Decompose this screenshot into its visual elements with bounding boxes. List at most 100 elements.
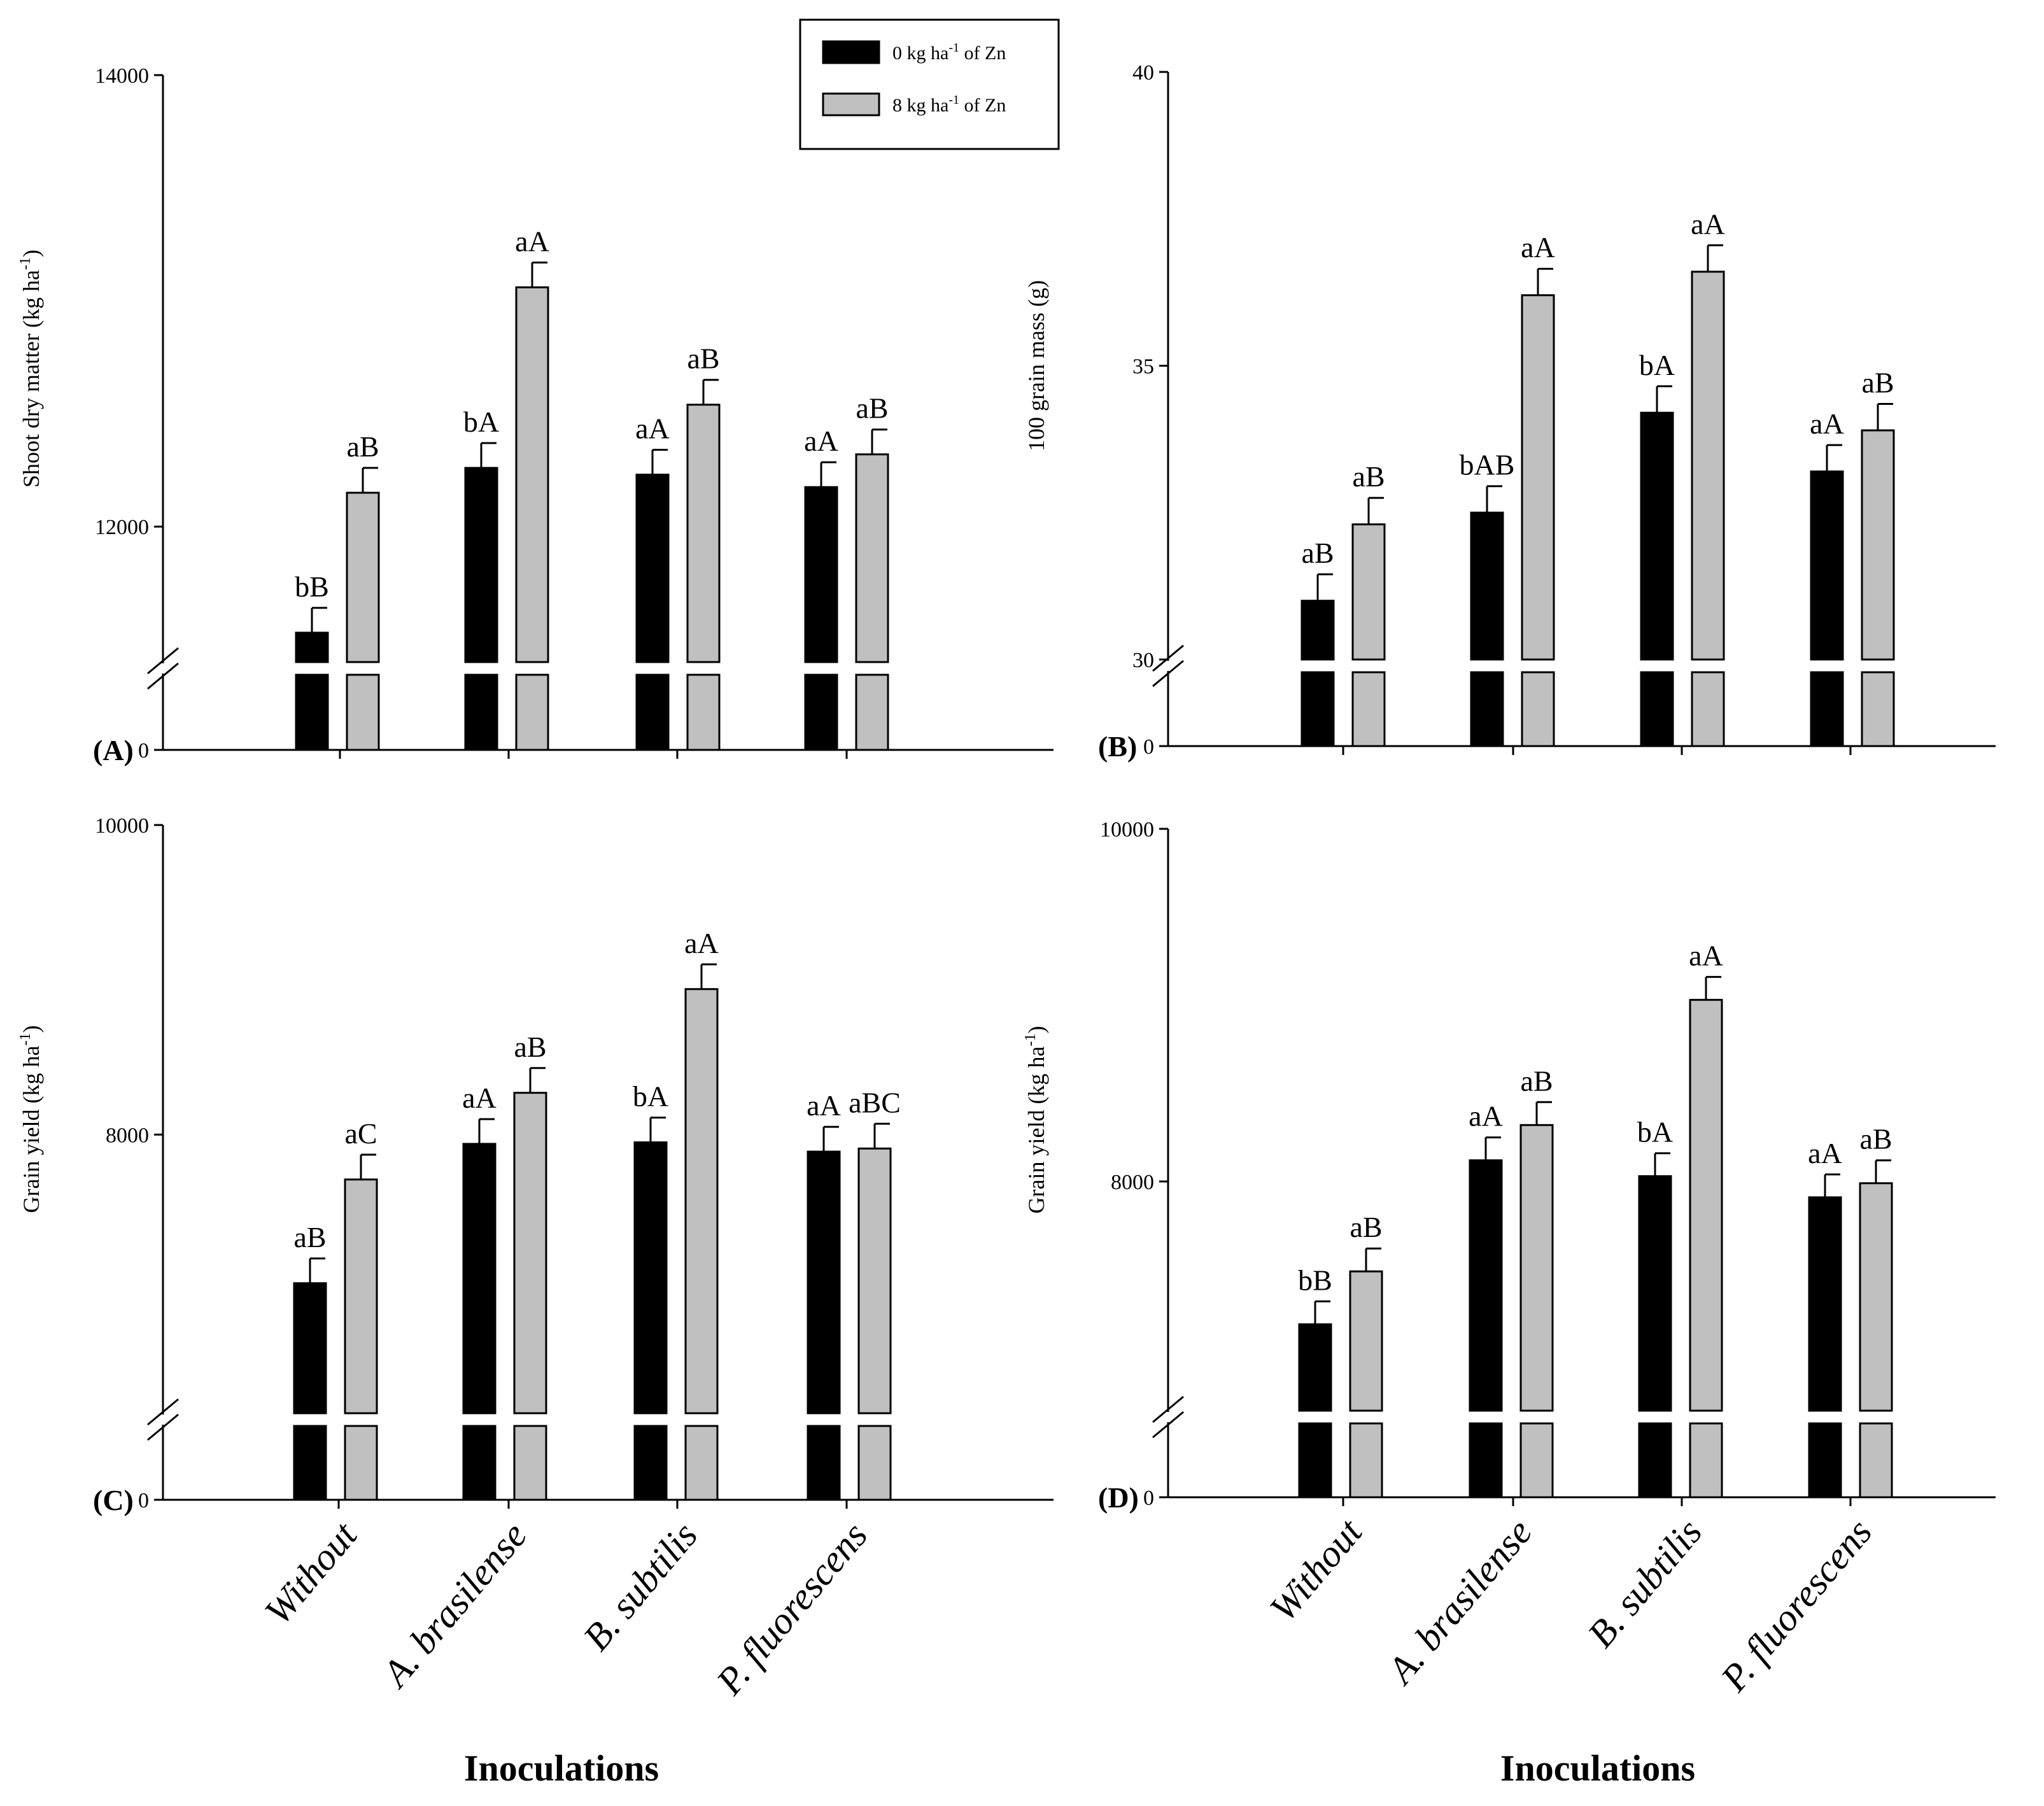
category-label-p-fluorescens: P. fluorescens [1712,1511,1880,1700]
significance-label: bA [1637,1116,1673,1148]
bar-without-zn8-base [346,674,380,751]
bar-without-zn8 [1351,523,1386,661]
bar-p-fluorescens-zn0 [807,1150,841,1414]
bar-without-zn0-base [1298,1422,1332,1499]
axis-break-mark [147,1413,179,1441]
bar-b-subtilis-zn8-base [1689,1422,1723,1499]
axis-break-gap [1164,1412,1172,1422]
significance-label: aB [1861,366,1894,399]
bar-a-brasilense-zn0 [1469,1159,1503,1412]
y-tick-label: 40 [1132,61,1154,85]
bar-b-subtilis-zn8 [1691,271,1725,661]
axis-break-gap [159,663,167,674]
bar-p-fluorescens-zn8-base [1861,671,1895,747]
category-label-a-brasilense: A. brasilense [373,1514,535,1696]
panel-label: (A) [93,734,134,766]
axis-break-mark [1152,1411,1184,1439]
bar-b-subtilis-zn8 [1689,999,1723,1412]
bar-without-zn8-base [344,1425,378,1501]
category-label-a-brasilense: A. brasilense [1378,1511,1540,1693]
significance-label: aB [687,342,719,375]
significance-label: bA [463,406,499,438]
bar-b-subtilis-zn8-base [1691,671,1725,747]
bar-p-fluorescens-zn0-base [1810,671,1844,747]
axis-break-mark [147,647,179,675]
y-tick-label: 0 [138,739,149,763]
significance-label: bB [295,570,329,603]
significance-label: aA [635,413,670,445]
significance-label: aB [1301,537,1334,569]
bar-p-fluorescens-zn8 [1859,1182,1893,1412]
panel-label: (B) [1098,730,1137,763]
significance-label: aA [804,425,838,457]
bar-p-fluorescens-zn0-base [804,674,838,751]
axis-break-gap [1164,661,1172,671]
y-tick-label: 0 [1143,735,1154,759]
bar-a-brasilense-zn8-base [1519,1422,1554,1499]
bar-b-subtilis-zn0 [633,1141,668,1414]
bar-b-subtilis-zn0-base [1640,671,1674,747]
y-tick-label: 8000 [1111,1171,1154,1194]
significance-label: aA [1810,407,1844,440]
significance-label: aA [807,1089,841,1122]
bar-without-zn8 [344,1178,378,1414]
y-tick-label: 30 [1132,649,1154,672]
significance-label: aA [1689,940,1723,972]
bar-a-brasilense-zn8 [513,1092,547,1414]
bar-a-brasilense-zn8 [1519,1124,1554,1412]
axis-break-mark [1152,1395,1184,1423]
legend-label: 0 kg ha-1 of Zn [892,41,1006,64]
y-tick-label: 10000 [1100,818,1154,842]
significance-label: bA [1639,349,1675,381]
significance-label: aB [293,1221,326,1253]
bar-a-brasilense-zn0-base [464,674,498,751]
significance-label: aB [1859,1123,1892,1155]
bar-b-subtilis-zn8-base [684,1425,719,1501]
significance-label: aA [1808,1137,1842,1169]
significance-label: aA [462,1082,497,1114]
significance-label: aB [1350,1211,1382,1243]
significance-label: aA [1521,231,1555,264]
bar-b-subtilis-zn0 [635,474,670,663]
bar-b-subtilis-zn8 [686,404,721,663]
x-axis-title: Inoculations [464,1747,659,1789]
y-tick-label: 0 [138,1489,149,1513]
bar-b-subtilis-zn8 [684,988,719,1414]
y-tick-label: 8000 [106,1124,149,1147]
y-tick-label: 35 [1132,355,1154,379]
bar-without-zn0-base [1300,671,1335,747]
y-tick-label: 12000 [95,516,149,539]
y-axis-title: 100 grain mass (g) [1024,280,1049,451]
bar-a-brasilense-zn0-base [1470,671,1504,747]
axis-break-gap [159,1414,167,1425]
y-tick-label: 10000 [95,814,149,838]
significance-label: aBC [849,1086,901,1118]
y-axis-title: Grain yield (kg ha-1) [1022,1026,1049,1214]
bar-b-subtilis-zn8-base [686,674,721,751]
y-axis-title: Grain yield (kg ha-1) [17,1026,44,1213]
category-label-b-subtilis: B. subtilis [575,1514,705,1658]
bar-a-brasilense-zn0 [462,1143,497,1414]
bar-a-brasilense-zn8 [515,286,549,663]
bar-without-zn8 [346,491,380,663]
y-tick-label: 14000 [95,64,149,88]
bar-a-brasilense-zn8-base [515,674,549,751]
bar-without-zn0 [295,631,329,663]
bar-p-fluorescens-zn0-base [1808,1422,1842,1499]
bar-p-fluorescens-zn8 [857,1147,892,1414]
legend-label: 8 kg ha-1 of Zn [892,93,1006,116]
axis-break-mark [1152,660,1184,688]
bar-without-zn0 [1298,1323,1332,1412]
bar-p-fluorescens-zn8-base [857,1425,892,1501]
panel-label: (D) [1098,1481,1139,1514]
panel-b: 40 35 30 0(B) 100 grain mass (g) aB aB bAB aA bA a… [1024,61,1996,763]
bar-without-zn0-base [293,1425,327,1501]
bar-b-subtilis-zn0 [1638,1175,1672,1412]
bar-without-zn8-base [1351,671,1386,747]
axis-break-mark [147,662,179,690]
bar-b-subtilis-zn0 [1640,411,1674,661]
significance-label: aC [344,1117,377,1150]
significance-label: bAB [1460,449,1515,481]
